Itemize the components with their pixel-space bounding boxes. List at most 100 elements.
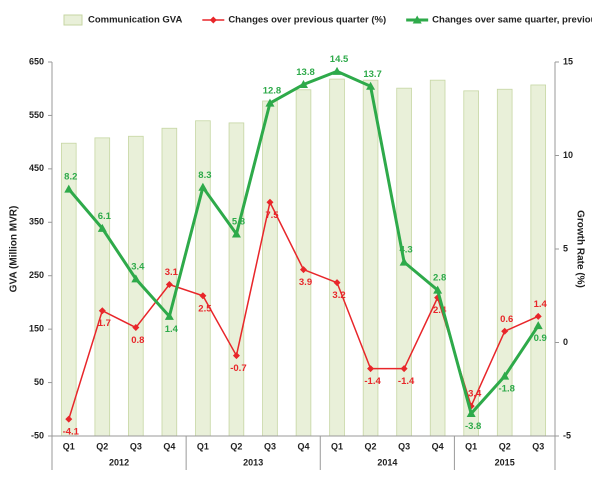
marker — [231, 229, 241, 238]
y-tick-label: 350 — [29, 217, 44, 227]
marker — [299, 79, 308, 88]
marker — [332, 66, 342, 75]
data-label: -3.8 — [465, 421, 481, 432]
x-tick-label: Q3 — [264, 441, 276, 451]
y-tick-label: -50 — [31, 430, 44, 440]
data-label: 8.3 — [198, 170, 211, 181]
data-label: -1.4 — [364, 376, 381, 387]
y-tick-label: 550 — [29, 110, 44, 120]
y2-axis-title: Growth Rate (%) — [574, 210, 585, 288]
bar — [262, 100, 278, 437]
marker — [64, 184, 74, 193]
marker — [165, 281, 173, 289]
data-label: -1.8 — [499, 384, 515, 395]
x-group-label: 2012 — [109, 457, 129, 467]
data-label: 6.1 — [98, 211, 112, 222]
data-label: 0.9 — [534, 333, 547, 344]
bar — [429, 79, 446, 437]
y-tick-label: 50 — [34, 377, 44, 387]
data-label: 13.7 — [363, 69, 382, 80]
x-group-label: 2015 — [495, 457, 515, 467]
data-label: 3.4 — [131, 261, 145, 272]
legend-marker — [412, 15, 422, 24]
marker — [300, 266, 307, 274]
marker — [65, 415, 73, 423]
data-label: 7.5 — [265, 210, 279, 221]
data-label: 4.3 — [399, 245, 412, 256]
marker — [198, 182, 208, 191]
marker — [433, 285, 443, 294]
y-tick-label: 250 — [29, 270, 44, 280]
data-label: 5.8 — [232, 217, 245, 228]
data-label: -0.7 — [230, 363, 246, 374]
marker — [98, 307, 106, 315]
x-tick-label: Q2 — [96, 441, 108, 451]
marker — [199, 292, 207, 300]
data-label: -4.1 — [63, 427, 80, 438]
x-tick-label: Q4 — [432, 441, 444, 451]
data-label: -1.4 — [398, 376, 415, 387]
bar — [195, 120, 211, 437]
data-label: 13.8 — [296, 67, 315, 78]
bar — [463, 90, 479, 437]
x-tick-label: Q2 — [499, 441, 511, 451]
data-label: 3.2 — [332, 290, 345, 301]
legend-label: Communication GVA — [88, 15, 182, 26]
x-tick-label: Q4 — [163, 441, 175, 451]
marker — [534, 312, 542, 320]
x-group-label: 2014 — [377, 457, 397, 467]
data-label: 2.5 — [198, 303, 212, 314]
marker — [466, 409, 476, 418]
marker — [333, 279, 341, 287]
bar — [329, 78, 345, 437]
marker — [533, 321, 543, 330]
x-tick-label: Q1 — [197, 441, 209, 451]
x-tick-label: Q2 — [365, 441, 377, 451]
bar — [530, 84, 547, 437]
x-tick-label: Q2 — [230, 441, 242, 451]
y-tick-label: 450 — [29, 163, 44, 173]
x-tick-label: Q1 — [63, 441, 75, 451]
y2-tick-label: 0 — [563, 337, 568, 347]
bar — [228, 122, 245, 437]
y-tick-label: 150 — [29, 324, 44, 334]
data-label: 8.2 — [64, 172, 77, 183]
data-label: 14.5 — [330, 54, 349, 65]
marker — [232, 352, 240, 360]
marker — [500, 371, 510, 380]
data-label: -3.4 — [465, 389, 482, 400]
data-label: 1.4 — [534, 299, 548, 310]
bar — [94, 137, 111, 437]
x-tick-label: Q1 — [465, 441, 477, 451]
y2-tick-label: 10 — [563, 150, 573, 160]
x-tick-label: Q1 — [331, 441, 343, 451]
y2-tick-label: 15 — [563, 56, 573, 66]
data-label: 12.8 — [263, 86, 282, 97]
marker — [97, 223, 107, 232]
marker — [132, 324, 140, 332]
x-tick-label: Q3 — [398, 441, 410, 451]
marker — [501, 327, 509, 335]
x-tick-label: Q3 — [532, 441, 544, 451]
marker — [399, 257, 409, 266]
marker — [131, 274, 141, 283]
data-label: 3.9 — [299, 277, 312, 288]
legend-marker — [209, 16, 217, 24]
marker — [366, 81, 376, 90]
y-axis-title: GVA (Million MVR) — [9, 206, 20, 293]
data-label: 0.8 — [131, 335, 144, 346]
data-label: 1.4 — [165, 324, 179, 335]
data-label: 0.6 — [500, 314, 513, 325]
data-label: 3.1 — [165, 267, 179, 278]
data-label: 2.4 — [433, 305, 447, 316]
marker — [164, 311, 174, 320]
data-label: 1.7 — [98, 318, 111, 329]
marker — [266, 198, 274, 206]
bar — [295, 89, 312, 437]
x-group-label: 2013 — [243, 457, 263, 467]
legend-label: Changes over same quarter, previous year… — [432, 15, 592, 26]
y2-tick-label: 5 — [563, 243, 568, 253]
x-tick-label: Q3 — [130, 441, 142, 451]
data-label: 2.8 — [433, 273, 446, 284]
